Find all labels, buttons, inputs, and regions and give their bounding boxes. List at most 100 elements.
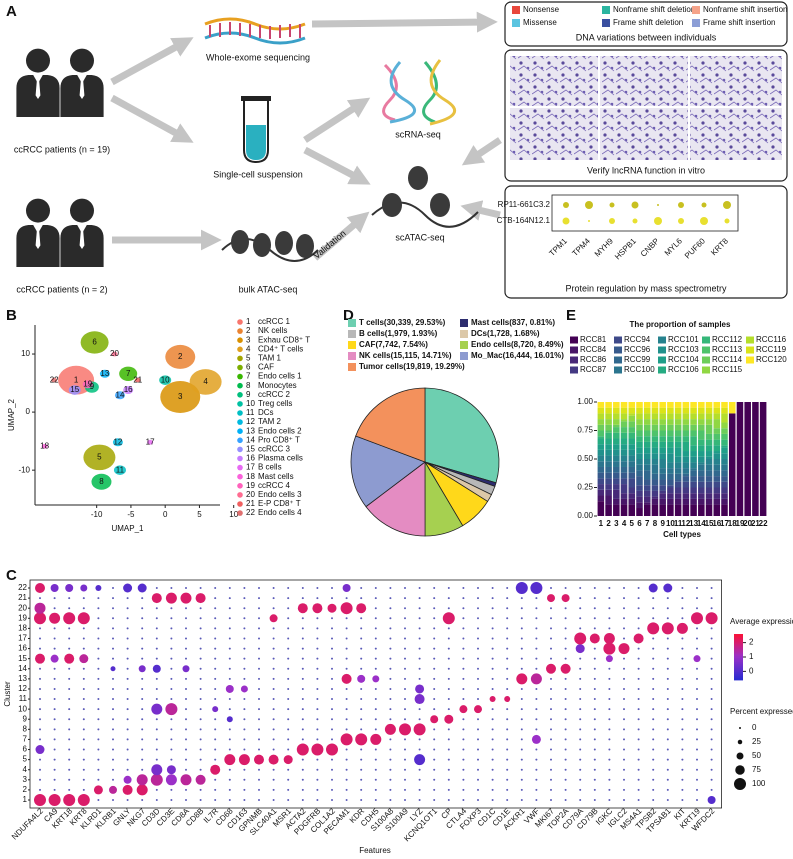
background-dot [39, 687, 41, 690]
background-dot [374, 657, 377, 660]
bar-segment [613, 438, 620, 445]
bar-segment [643, 441, 651, 448]
legend-dot [237, 483, 243, 489]
background-dot [710, 587, 713, 589]
background-dot [535, 758, 538, 761]
background-dot [520, 758, 523, 761]
background-dot [652, 768, 655, 771]
bar-segment [651, 490, 659, 497]
background-dot [82, 778, 85, 781]
background-dot [97, 718, 100, 721]
helix-icon [382, 59, 457, 126]
background-dot [345, 657, 348, 660]
background-dot [681, 587, 684, 589]
background-dot [652, 738, 655, 741]
x-tick-label: 13 [689, 519, 698, 528]
background-dot [228, 708, 231, 711]
bar-segment [636, 402, 643, 408]
background-dot [579, 667, 582, 670]
bar-segment [605, 478, 612, 485]
background-dot [608, 617, 611, 620]
background-dot [39, 728, 41, 731]
cluster-id: 14 [116, 390, 125, 399]
bar-segment [628, 466, 636, 473]
x-axis-label: Features [359, 846, 391, 855]
cluster-id: 6 [92, 338, 97, 347]
background-dot [112, 587, 114, 589]
cluster-id: 17 [146, 437, 155, 446]
background-dot [623, 617, 625, 620]
color-tick-label: 1 [749, 652, 754, 661]
bar-segment [597, 478, 605, 485]
background-dot [404, 738, 406, 741]
y-tick-label: 3 [23, 775, 28, 784]
background-dot [477, 788, 479, 791]
background-dot [681, 637, 684, 640]
y-tick-label: 10 [21, 349, 30, 358]
bar-segment [721, 493, 728, 499]
legend-dot [237, 410, 243, 416]
step-label: bulk ATAC-seq [239, 284, 298, 294]
background-dot [258, 698, 260, 701]
cluster-cells [113, 465, 126, 475]
bar-segment [728, 413, 736, 516]
expression-dot [561, 594, 570, 603]
legend-label: Tumor cells(19,819, 19.29%) [359, 362, 465, 371]
expression-dot [182, 665, 190, 673]
cluster-id: 12 [113, 437, 122, 446]
background-dot [126, 748, 129, 751]
expression-dot [34, 794, 46, 806]
legend-label: RCC87 [580, 365, 607, 374]
bar-segment [698, 456, 705, 463]
expression-dot [589, 633, 600, 644]
background-dot [579, 587, 582, 589]
background-dot [39, 768, 41, 771]
background-dot [68, 698, 71, 701]
legend-label: Endo cells 2 [258, 426, 302, 435]
expression-dot [151, 764, 163, 776]
bar-segment [674, 473, 682, 480]
legend-label: Plasma cells [258, 454, 303, 463]
bar-segment [667, 402, 674, 408]
background-dot [389, 597, 392, 600]
background-dot [477, 627, 479, 630]
arrow [110, 37, 194, 86]
background-dot [433, 788, 436, 791]
background-dot [418, 627, 421, 630]
background-dot [681, 778, 684, 781]
arrow [311, 11, 498, 33]
background-dot [681, 728, 684, 731]
expression-dot [648, 583, 658, 593]
legend-swatch [614, 356, 622, 364]
background-dot [579, 698, 582, 701]
expression-dot [442, 612, 455, 625]
arrow [110, 94, 194, 143]
bar-segment [620, 421, 628, 428]
legend-id: 3 [246, 335, 251, 344]
bar-segment [659, 436, 666, 442]
cluster-id: 13 [100, 369, 109, 378]
expression-dot [691, 612, 703, 625]
legend-swatch [614, 366, 622, 374]
background-dot [53, 627, 56, 630]
background-dot [550, 657, 552, 660]
background-dot [520, 768, 523, 771]
background-dot [506, 637, 509, 640]
background-dot [579, 627, 582, 630]
background-dot [608, 677, 611, 680]
bar-segment [705, 498, 713, 505]
bar-segment [713, 498, 721, 505]
background-dot [126, 657, 129, 660]
background-dot [506, 627, 509, 630]
expression-dot [357, 674, 366, 683]
protein-dot [723, 201, 731, 209]
background-dot [433, 587, 436, 589]
bar-segment [620, 444, 628, 450]
bar-segment [713, 464, 721, 471]
bar-segment [713, 459, 721, 465]
background-dot [491, 607, 494, 610]
background-dot [389, 768, 392, 771]
background-dot [155, 617, 158, 620]
background-dot [155, 718, 158, 721]
x-tick-label: 10 [666, 519, 675, 528]
